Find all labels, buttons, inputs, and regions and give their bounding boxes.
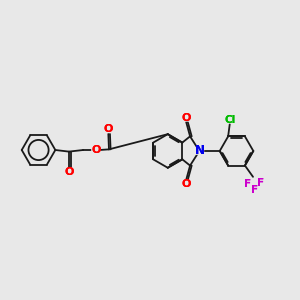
- Text: Cl: Cl: [224, 115, 236, 124]
- Text: O: O: [64, 167, 74, 177]
- Text: F: F: [244, 179, 251, 189]
- Text: O: O: [91, 145, 100, 155]
- FancyBboxPatch shape: [64, 168, 74, 176]
- Text: O: O: [182, 112, 191, 123]
- Text: Cl: Cl: [224, 115, 236, 124]
- FancyBboxPatch shape: [182, 114, 191, 122]
- Text: O: O: [104, 124, 113, 134]
- Text: O: O: [182, 112, 191, 123]
- Text: N: N: [195, 145, 205, 158]
- FancyBboxPatch shape: [226, 116, 235, 124]
- Text: F: F: [251, 185, 258, 195]
- Text: O: O: [104, 124, 113, 134]
- FancyBboxPatch shape: [104, 125, 113, 133]
- Text: O: O: [64, 167, 74, 177]
- Text: F: F: [256, 178, 264, 188]
- Text: O: O: [182, 179, 191, 189]
- FancyBboxPatch shape: [91, 146, 100, 154]
- Text: O: O: [182, 179, 191, 189]
- Text: F: F: [244, 179, 251, 189]
- Text: F: F: [256, 178, 264, 188]
- FancyBboxPatch shape: [195, 147, 204, 155]
- FancyBboxPatch shape: [182, 180, 191, 188]
- Text: N: N: [195, 145, 205, 158]
- Text: F: F: [251, 185, 258, 195]
- Text: O: O: [91, 145, 100, 155]
